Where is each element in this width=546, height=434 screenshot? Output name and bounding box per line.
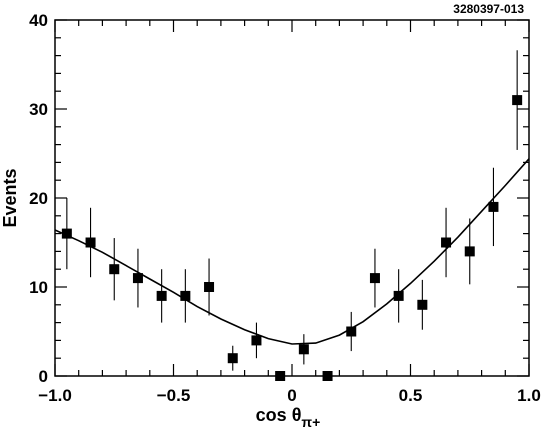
- point-marker: [85, 237, 96, 248]
- data-points: [61, 50, 523, 381]
- point-marker: [204, 282, 215, 292]
- data-point: [512, 50, 523, 150]
- point-marker: [61, 228, 72, 239]
- y-tick-label: 20: [29, 189, 48, 208]
- data-point: [132, 248, 143, 308]
- point-marker: [298, 344, 309, 355]
- y-axis-title: Events: [0, 168, 20, 227]
- point-marker: [441, 237, 452, 248]
- data-point: [298, 334, 309, 365]
- data-point: [180, 269, 191, 323]
- point-marker: [109, 264, 120, 275]
- plot-frame: [54, 19, 530, 377]
- fit-curve: [54, 158, 530, 345]
- data-point: [85, 207, 96, 278]
- data-point: [346, 311, 357, 352]
- point-marker: [251, 335, 262, 346]
- y-tick-label: 10: [29, 278, 48, 297]
- point-marker: [488, 201, 499, 212]
- data-point: [275, 371, 286, 381]
- data-point: [417, 279, 428, 330]
- point-marker: [393, 290, 404, 301]
- x-axis-title: cos θπ+: [256, 405, 321, 430]
- point-marker: [512, 95, 523, 106]
- data-point: [441, 207, 452, 278]
- data-point: [156, 269, 167, 323]
- data-point: [393, 269, 404, 323]
- point-marker: [227, 353, 238, 364]
- x-tick-label: 0.5: [399, 386, 423, 405]
- data-point: [322, 371, 333, 381]
- point-marker: [156, 290, 167, 301]
- point-marker: [417, 299, 428, 310]
- point-marker: [369, 273, 380, 284]
- tick-labels: −1.0 −0.5 0 0.5 1.0 0 10 20 30 40: [29, 11, 541, 405]
- point-marker: [180, 290, 191, 301]
- data-point: [488, 167, 499, 247]
- point-marker: [132, 273, 143, 284]
- point-marker: [346, 326, 357, 337]
- axis-ticks: [54, 19, 530, 377]
- x-axis-title-main: cos θ: [256, 405, 302, 425]
- point-marker: [464, 246, 475, 257]
- x-tick-label: −1.0: [38, 386, 72, 405]
- point-marker: [322, 371, 333, 381]
- data-point: [464, 218, 475, 285]
- y-tick-label: 0: [39, 367, 48, 386]
- point-marker: [275, 371, 286, 381]
- data-point: [61, 198, 72, 270]
- x-tick-label: 1.0: [517, 386, 541, 405]
- data-point: [227, 345, 238, 371]
- x-tick-label: 0: [287, 386, 296, 405]
- y-tick-label: 30: [29, 100, 48, 119]
- data-point: [251, 322, 262, 359]
- data-point: [369, 248, 380, 308]
- x-tick-label: −0.5: [157, 386, 191, 405]
- data-point: [109, 238, 120, 301]
- x-axis-title-subscript: π+: [301, 414, 320, 430]
- figure-code: 3280397-013: [453, 2, 524, 16]
- data-point: [204, 258, 215, 316]
- y-tick-label: 40: [29, 11, 48, 30]
